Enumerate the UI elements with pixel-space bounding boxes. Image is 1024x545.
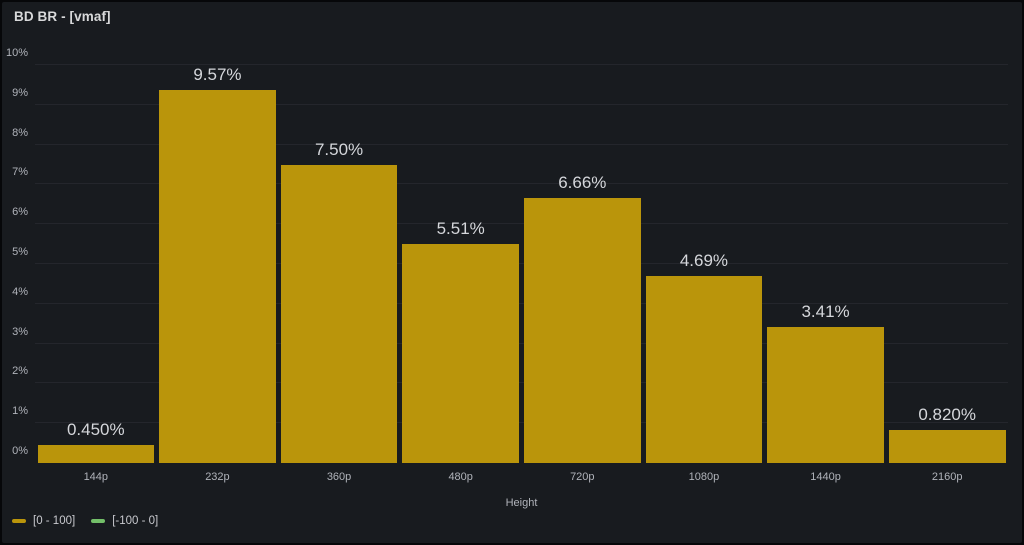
bar-value-label: 4.69% (679, 251, 729, 271)
y-tick-label: 8% (12, 126, 28, 139)
legend-label: [-100 - 0] (112, 515, 159, 527)
bar-144p[interactable] (37, 445, 155, 463)
bar-1080p[interactable] (645, 276, 763, 463)
bar-slot: 6.66% (522, 65, 644, 463)
gridline (35, 422, 1008, 424)
y-tick-label: 3% (12, 325, 28, 338)
bar-slot: 3.41% (765, 65, 887, 463)
bar-value-label: 7.50% (314, 139, 364, 159)
y-tick-label: 6% (12, 206, 28, 219)
x-tick-label: 1440p (810, 471, 841, 483)
gridline (35, 183, 1008, 185)
gridline (35, 64, 1008, 65)
y-tick-label: 9% (12, 86, 28, 99)
x-tick-label: 232p (205, 471, 230, 483)
bar-slot: 9.57% (157, 65, 279, 463)
y-tick-label: 1% (12, 405, 28, 418)
legend-series-color-icon (91, 519, 106, 523)
y-tick-label: 2% (12, 365, 28, 378)
bar-360p[interactable] (280, 164, 398, 463)
legend-item[interactable]: [-100 - 0] (91, 515, 158, 527)
bar-slot: 7.50% (278, 65, 400, 463)
y-axis: 0% 1% 2% 3% 4% 5% 6% 7% 8% 9% 10% (2, 47, 30, 463)
bar-720p[interactable] (524, 197, 641, 463)
x-tick-label: 720p (570, 471, 595, 483)
bar-value-label: 0.820% (918, 405, 977, 425)
bar-slot: 5.51% (400, 65, 522, 463)
x-tick-label: 144p (83, 471, 109, 483)
y-tick-label: 5% (12, 246, 28, 258)
bar-slot: 0.820% (886, 65, 1008, 463)
bar-series: 0.450% 9.57% 7.50% 5.51% 6.66% 4.69% 3.41% 0.82… (35, 65, 1008, 463)
y-tick-label: 4% (12, 285, 28, 298)
x-tick-label: 360p (326, 471, 352, 483)
gridline (35, 263, 1008, 264)
bar-value-label: 9.57% (193, 65, 242, 84)
bar-480p[interactable] (402, 243, 519, 463)
legend: [0 - 100] [-100 - 0] (12, 515, 158, 527)
gridline (35, 342, 1008, 344)
y-tick-label: 10% (5, 47, 28, 59)
gridline (35, 103, 1008, 105)
gridline (35, 223, 1008, 225)
bar-value-label: 5.51% (436, 218, 485, 238)
legend-label: [0 - 100] (33, 515, 76, 527)
gridline (35, 143, 1008, 145)
bar-1440p[interactable] (767, 327, 884, 463)
legend-series-color-icon (12, 519, 26, 523)
bar-slot: 4.69% (643, 65, 765, 463)
bar-2160p[interactable] (888, 430, 1006, 463)
y-tick-label: 7% (12, 166, 28, 179)
legend-item[interactable]: [0 - 100] (12, 515, 75, 527)
x-axis-title: Height (505, 497, 538, 509)
x-tick-label: 2160p (931, 471, 963, 483)
x-tick-label: 480p (448, 471, 473, 483)
y-tick-label: 0% (12, 445, 28, 457)
bar-232p[interactable] (159, 90, 276, 463)
bar-slot: 0.450% (35, 65, 157, 463)
x-axis: 144p 232p 360p 480p 720p 1080p 1440p 2160p (35, 471, 1008, 483)
bar-value-label: 3.41% (801, 302, 850, 322)
bar-value-label: 6.66% (558, 172, 607, 192)
x-tick-label: 1080p (688, 471, 720, 483)
plot-area: 0.450% 9.57% 7.50% 5.51% 6.66% 4.69% 3.41% 0.82… (35, 64, 1008, 463)
bar-value-label: 0.450% (66, 420, 125, 440)
gridline (35, 382, 1008, 384)
panel-title[interactable]: BD BR - [vmaf] (14, 9, 111, 24)
gridline (35, 302, 1008, 304)
